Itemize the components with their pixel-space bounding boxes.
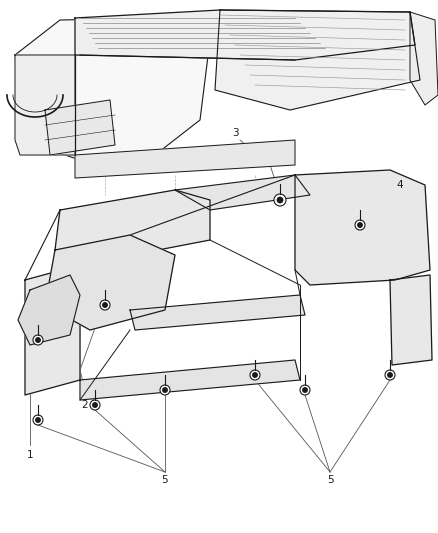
Circle shape xyxy=(36,338,40,342)
Circle shape xyxy=(385,370,395,380)
Circle shape xyxy=(300,385,310,395)
Polygon shape xyxy=(18,275,80,345)
Circle shape xyxy=(253,373,257,377)
Circle shape xyxy=(103,303,107,307)
Circle shape xyxy=(160,385,170,395)
Circle shape xyxy=(277,197,283,203)
Polygon shape xyxy=(25,265,80,395)
Polygon shape xyxy=(15,18,210,160)
Circle shape xyxy=(33,335,43,345)
Circle shape xyxy=(388,373,392,377)
Circle shape xyxy=(274,194,286,206)
Polygon shape xyxy=(80,360,300,400)
Circle shape xyxy=(355,220,365,230)
Polygon shape xyxy=(45,235,175,330)
Text: 1: 1 xyxy=(27,450,33,460)
Polygon shape xyxy=(75,140,295,178)
Polygon shape xyxy=(45,100,115,155)
Text: 5: 5 xyxy=(327,475,333,485)
Polygon shape xyxy=(410,12,438,105)
Circle shape xyxy=(250,370,260,380)
Polygon shape xyxy=(75,10,415,60)
Text: 2: 2 xyxy=(82,400,88,410)
Polygon shape xyxy=(295,170,430,285)
Polygon shape xyxy=(215,10,420,110)
Polygon shape xyxy=(175,175,310,210)
Circle shape xyxy=(36,418,40,422)
Polygon shape xyxy=(130,295,305,330)
Text: 3: 3 xyxy=(232,128,238,138)
Circle shape xyxy=(93,403,97,407)
Circle shape xyxy=(303,387,307,392)
Circle shape xyxy=(100,300,110,310)
Polygon shape xyxy=(15,55,75,155)
Circle shape xyxy=(358,223,362,227)
Polygon shape xyxy=(55,190,210,265)
Polygon shape xyxy=(390,275,432,365)
Circle shape xyxy=(163,387,167,392)
Circle shape xyxy=(90,400,100,410)
Text: 4: 4 xyxy=(397,180,403,190)
Circle shape xyxy=(33,415,43,425)
Text: 5: 5 xyxy=(162,475,168,485)
